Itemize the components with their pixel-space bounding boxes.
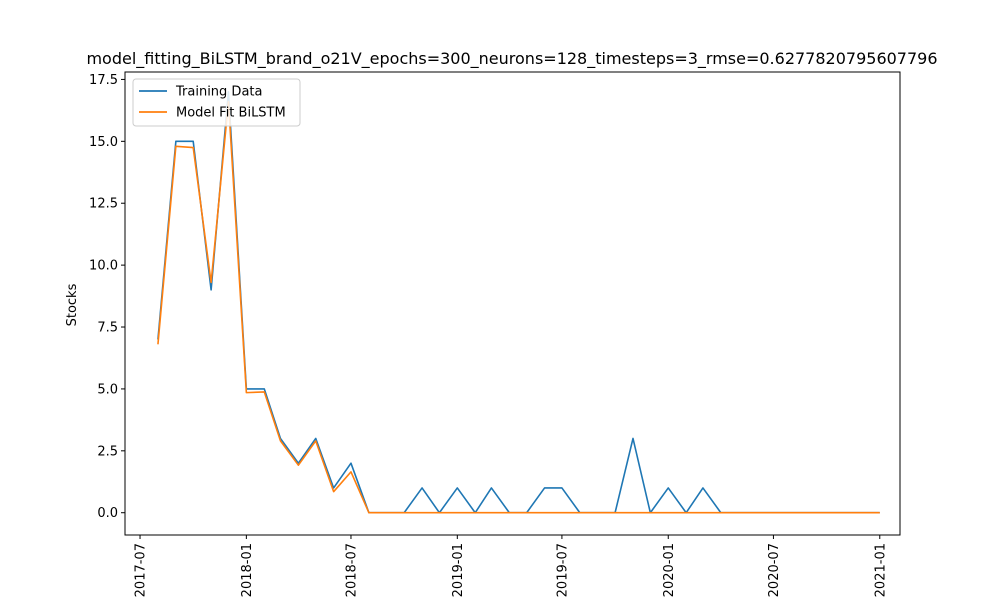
plot-frame — [124, 71, 901, 536]
y-tick-label: 0.0 — [97, 506, 118, 521]
x-tick-label: 2020-01 — [662, 543, 677, 597]
y-tick-label: 7.5 — [97, 321, 118, 336]
y-axis-label: Stocks — [65, 283, 80, 326]
legend-box — [132, 78, 301, 127]
legend: Training Data Model Fit BiLSTM — [132, 78, 301, 127]
x-tick-label: 2019-01 — [451, 543, 466, 597]
x-tick-label: 2019-07 — [555, 543, 570, 597]
legend-label: Model Fit BiLSTM — [176, 106, 286, 121]
x-tick-label: 2018-07 — [344, 543, 359, 597]
x-tick-label: 2018-01 — [240, 543, 255, 597]
chart-title: model_fitting_BiLSTM_brand_o21V_epochs=3… — [86, 49, 937, 69]
x-tick-label: 2020-07 — [767, 543, 782, 597]
series-line-0 — [157, 91, 880, 514]
y-tick-label: 5.0 — [97, 382, 118, 397]
x-tick-label: 2017-07 — [134, 543, 149, 597]
y-tick-label: 12.5 — [89, 197, 118, 212]
series-line-1 — [157, 100, 880, 514]
y-tick-label: 10.0 — [89, 259, 118, 274]
axes-layer: 0.0 2.5 5.0 7.5 10.0 12.5 15.0 17.5 2017-07 2018-… — [89, 71, 901, 597]
y-tick-label: 17.5 — [89, 73, 118, 88]
x-tick-label: 2021-01 — [873, 543, 888, 597]
legend-label: Training Data — [175, 85, 262, 100]
y-tick-label: 2.5 — [97, 444, 118, 459]
series-layer — [157, 91, 880, 514]
y-tick-label: 15.0 — [89, 135, 118, 150]
